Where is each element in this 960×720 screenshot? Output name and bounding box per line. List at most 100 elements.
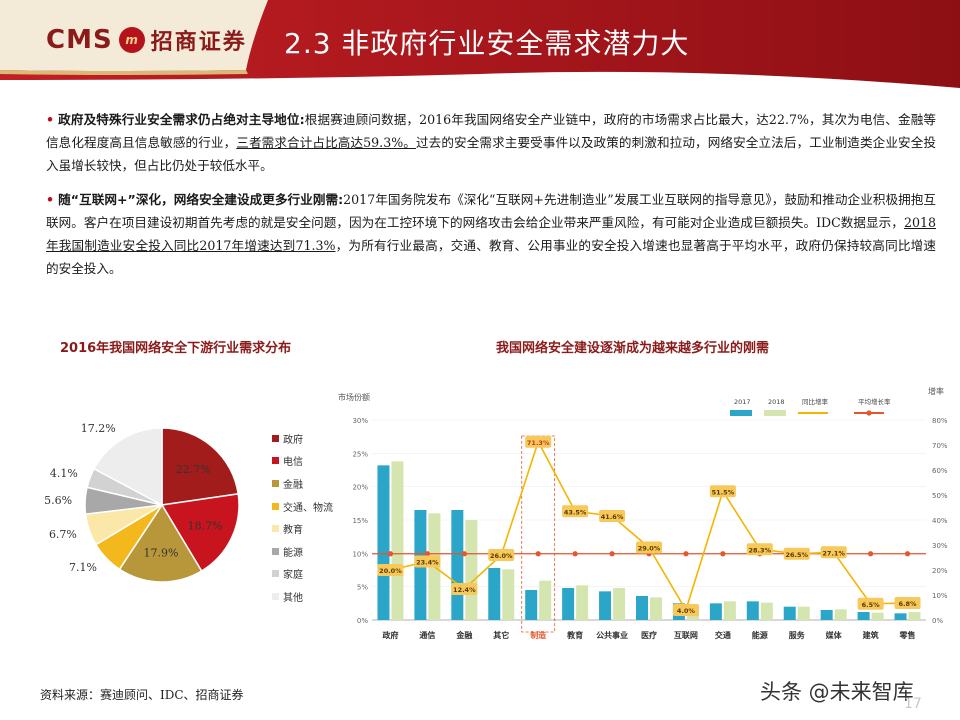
pie-data-label: 18.7% [188, 520, 223, 533]
x-tick-label: 媒体 [825, 630, 843, 640]
legend-label: 2017 [734, 398, 751, 406]
bullet-item-internet-plus: • 随“互联网+”深化，网络安全建设成更多行业刚需:2017年国务院发布《深化“互… [46, 188, 936, 280]
bar-2017 [525, 590, 538, 620]
bullet-text: 过去的安全需求主要受事件以及政策的刺激和拉动，网络安全立法后，工业制造类企业安全… [46, 135, 937, 173]
growth-data-label: 6.5% [862, 601, 881, 609]
growth-data-label: 23.4% [416, 559, 439, 567]
x-tick-label: 医疗 [641, 630, 657, 640]
growth-data-label-bg [746, 543, 773, 556]
growth-data-label: 12.4% [453, 586, 476, 594]
growth-data-label: 20.0% [379, 567, 402, 575]
growth-data-label-bg [414, 555, 441, 568]
growth-data-label: 27.1% [822, 549, 845, 557]
legend-marker [866, 410, 872, 416]
y-axis-title: 市场份额 [338, 392, 370, 402]
legend-swatch [730, 410, 752, 416]
x-tick-label: 金融 [455, 630, 472, 640]
average-marker [424, 551, 430, 557]
bullet-text: 根据赛迪顾问数据，2016年我国网络安全产业链中，政府的市场需求占比最大，达22… [46, 112, 936, 150]
legend-label: 其他 [283, 592, 303, 604]
x-tick-label: 零售 [899, 630, 916, 640]
pie-legend-item: 能源 [272, 540, 333, 563]
y2-tick-label: 50% [932, 492, 948, 500]
bar-2017 [709, 603, 722, 620]
bullet-text: 2017年国务院发布《深化“互联网+先进制造业”发展工业互联网的指导意见》，鼓励… [46, 192, 936, 230]
bar-2018 [760, 602, 773, 620]
y2-tick-label: 80% [932, 417, 948, 425]
bullet-dot-icon: • [46, 192, 55, 207]
pie-data-label: 5.6% [44, 494, 72, 507]
legend-swatch [272, 502, 279, 510]
bar-2017 [599, 591, 612, 620]
x-tick-label: 交通 [715, 630, 731, 640]
growth-data-label-bg [857, 597, 884, 610]
bullet-underline: 三者需求合计占比高达59.3%。 [236, 135, 416, 150]
legend-label: 教育 [283, 525, 303, 537]
pie-data-label: 4.1% [50, 467, 78, 480]
average-marker [387, 551, 394, 557]
growth-data-label-bg [525, 435, 552, 448]
pie-legend-item: 教育 [272, 517, 333, 540]
bar-2017 [636, 596, 648, 620]
pie-data-label: 22.7% [176, 463, 211, 476]
legend-label: 同比增率 [802, 397, 829, 406]
average-marker [609, 551, 615, 557]
bar-2017 [746, 601, 759, 620]
growth-data-label-bg [636, 541, 662, 554]
y2-tick-label: 10% [932, 592, 948, 600]
logo-chinese-name: 招商证券 [150, 30, 247, 55]
bullet-underline: 2018年我国制造业安全投入同比2017年增速达到71.3% [46, 215, 936, 253]
pie-slice [118, 503, 203, 583]
y-tick-label: 5% [357, 584, 368, 592]
pie-legend-item: 交通、物流 [272, 495, 333, 518]
legend-label: 电信 [283, 457, 303, 469]
growth-data-label-bg [820, 546, 847, 559]
y2-tick-label: 0% [932, 617, 943, 625]
y-tick-label: 10% [352, 550, 368, 558]
bar-2018 [391, 461, 404, 620]
page-title: 2.3 非政府行业安全需求潜力大 [284, 27, 690, 60]
growth-data-label: 28.3% [749, 546, 772, 554]
bar-2017 [562, 588, 575, 620]
growth-data-label: 71.3% [527, 439, 550, 447]
y-tick-label: 25% [352, 450, 368, 458]
pie-data-label: 6.7% [49, 528, 77, 541]
bar-2017 [857, 612, 870, 620]
bar-2018 [465, 520, 478, 620]
growth-data-label-bg [451, 583, 478, 595]
bar-2018 [871, 612, 884, 620]
y2-tick-label: 60% [932, 467, 948, 475]
bar-2018 [908, 612, 921, 620]
bar-2017 [488, 568, 501, 620]
x-tick-label: 公共事业 [596, 630, 628, 640]
x-tick-label: 其它 [493, 630, 509, 640]
bullet-text: ，为所有行业最高，交通、教育、公用事业的安全投入增速也显著高于平均水平，政府仍保… [46, 238, 937, 276]
average-marker [535, 551, 541, 557]
logo-seal-icon: m [118, 27, 145, 53]
pie-chart-title: 2016年我国网络安全下游行业需求分布 [60, 341, 292, 356]
growth-data-label-bg [562, 505, 589, 518]
legend-label: 2018 [768, 398, 785, 406]
bar-2017 [783, 606, 796, 620]
growth-data-label: 43.5% [564, 508, 587, 516]
bar-chart-title: 我国网络安全建设逐渐成为越来越多行业的刚需 [496, 341, 770, 356]
bullet-lead: 随“互联网+”深化，网络安全建设成更多行业刚需: [58, 192, 344, 207]
growth-data-label: 26.5% [785, 551, 808, 559]
growth-data-label: 41.6% [601, 513, 624, 521]
growth-data-label: 29.0% [638, 545, 661, 553]
growth-data-label-bg [377, 564, 404, 576]
y-tick-label: 30% [352, 417, 368, 425]
pie-legend-item: 金融 [272, 472, 333, 495]
watermark: 头条 @未来智库 [760, 680, 914, 704]
pie-slice [161, 427, 240, 506]
bar-2017 [820, 610, 833, 620]
bar-2018 [502, 569, 515, 620]
y-tick-label: 15% [352, 517, 368, 525]
source-note: 资料来源：赛迪顾问、IDC、招商证券 [40, 688, 244, 702]
legend-swatch [272, 570, 279, 578]
legend-label: 交通、物流 [283, 502, 333, 514]
pie-legend: 政府 电信 金融 交通、物流 教育 能源 家庭 其他 [272, 427, 333, 608]
y2-tick-label: 40% [932, 517, 948, 525]
bar-2018 [613, 588, 626, 620]
x-tick-label: 教育 [566, 630, 583, 640]
